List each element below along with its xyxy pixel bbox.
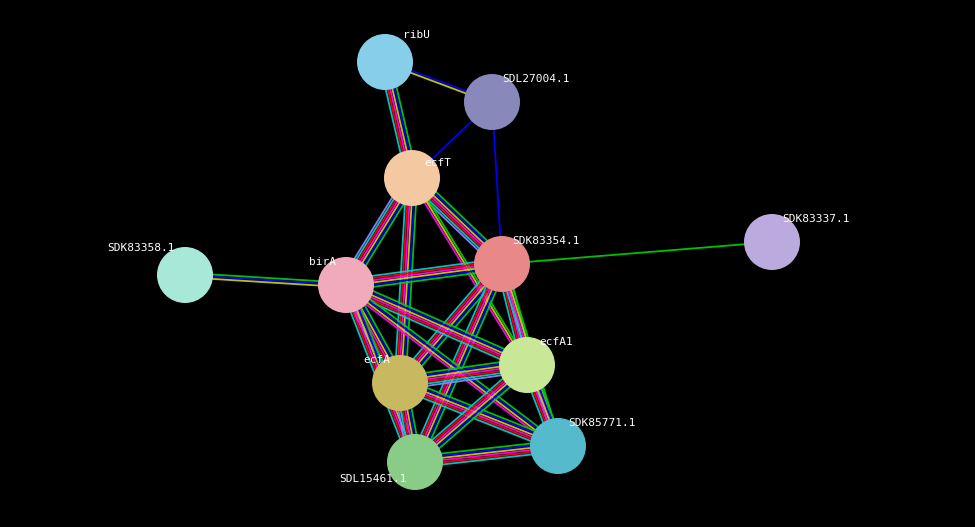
Text: ecfA1: ecfA1 <box>539 337 572 347</box>
Circle shape <box>318 257 374 313</box>
Text: ecfA: ecfA <box>363 355 390 365</box>
Text: SDL15461.1: SDL15461.1 <box>339 474 407 484</box>
Circle shape <box>474 236 530 292</box>
Circle shape <box>499 337 555 393</box>
Text: SDK83337.1: SDK83337.1 <box>782 214 849 224</box>
Text: SDK83354.1: SDK83354.1 <box>512 236 579 246</box>
Circle shape <box>357 34 413 90</box>
Circle shape <box>744 214 800 270</box>
Text: ecfT: ecfT <box>424 158 451 168</box>
Text: SDL27004.1: SDL27004.1 <box>502 74 569 84</box>
Text: birA: birA <box>309 257 336 267</box>
Text: SDK85771.1: SDK85771.1 <box>568 418 636 428</box>
Circle shape <box>384 150 440 206</box>
Circle shape <box>530 418 586 474</box>
Text: SDK83358.1: SDK83358.1 <box>107 243 175 253</box>
Text: ribU: ribU <box>403 30 430 40</box>
Circle shape <box>372 355 428 411</box>
Circle shape <box>387 434 443 490</box>
Circle shape <box>464 74 520 130</box>
Circle shape <box>157 247 213 303</box>
